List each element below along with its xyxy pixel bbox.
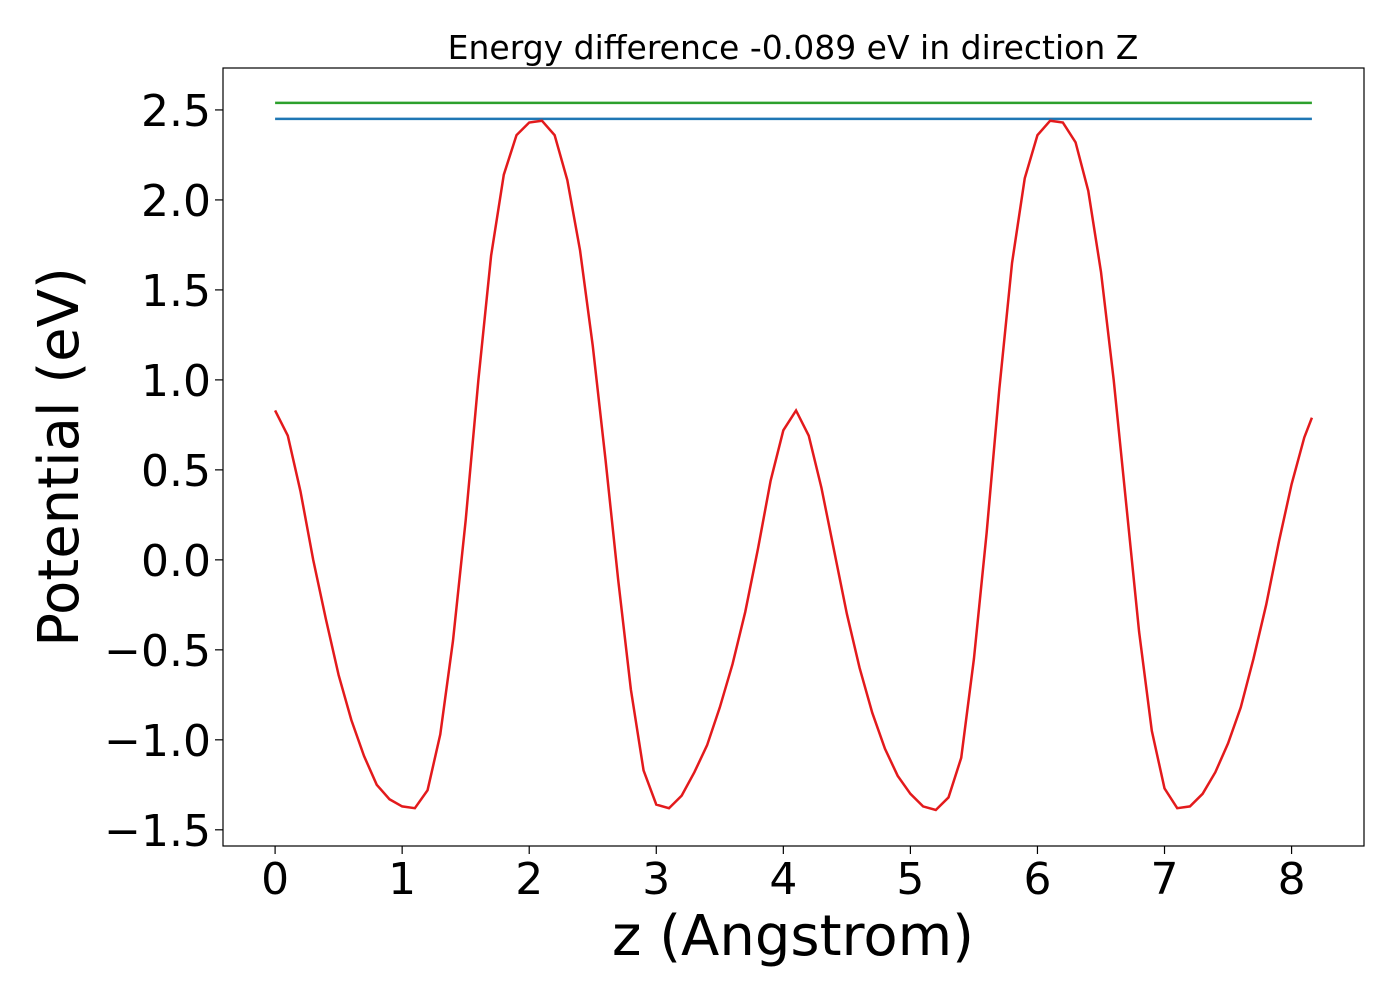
y-tick-label: 1.5 — [141, 266, 211, 317]
y-tick-label: 1.0 — [141, 356, 211, 407]
y-tick-label: 0.5 — [141, 446, 211, 497]
y-tick-label: −0.5 — [104, 626, 211, 677]
y-tick-label: 2.5 — [141, 86, 211, 137]
plot-frame — [222, 67, 1365, 847]
x-tick-label: 0 — [261, 854, 289, 905]
x-axis-label: z (Angstrom) — [612, 904, 974, 969]
x-tick-label: 8 — [1278, 854, 1306, 905]
chart-title: Energy difference -0.089 eV in direction… — [448, 28, 1139, 67]
x-tick-label: 1 — [388, 854, 416, 905]
x-tick-label: 4 — [769, 854, 797, 905]
y-tick-label: 2.0 — [141, 176, 211, 227]
x-tick-label: 6 — [1023, 854, 1051, 905]
x-tick-label: 7 — [1151, 854, 1179, 905]
x-tick-label: 2 — [515, 854, 543, 905]
data-line — [273, 119, 1314, 812]
x-tick-label: 3 — [642, 854, 670, 905]
y-tick-label: −1.5 — [104, 806, 211, 857]
y-tick-label: −1.0 — [104, 716, 211, 767]
y-tick-label: 0.0 — [141, 536, 211, 587]
x-tick-label: 5 — [896, 854, 924, 905]
y-axis-label: Potential (eV) — [27, 267, 92, 647]
